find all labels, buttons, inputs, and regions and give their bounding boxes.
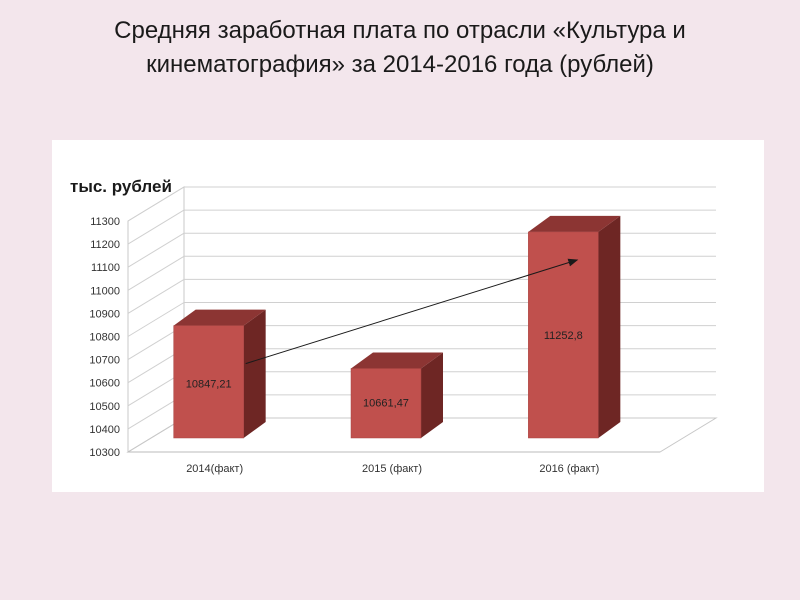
data-label: 10661,47 xyxy=(363,398,409,410)
chart-panel: тыс. рублей 10300 10400 10500 10600 10700 108… xyxy=(52,140,764,492)
x-tick-label: 2015 (факт) xyxy=(362,463,422,475)
bar-side xyxy=(598,215,621,438)
bar-chart: тыс. рублей 10300 10400 10500 10600 10700 108… xyxy=(70,177,718,475)
y-tick-label: 10300 xyxy=(89,447,120,459)
y-tick-label: 10700 xyxy=(89,355,120,367)
slide-title-line-2: кинематография» за 2014-2016 года (рубле… xyxy=(146,51,654,78)
bar-side xyxy=(243,309,266,438)
bar xyxy=(528,231,599,439)
y-unit-label: тыс. рублей xyxy=(70,177,172,196)
gridline-side xyxy=(127,232,185,268)
x-tick-label: 2014(факт) xyxy=(186,463,243,475)
y-tick-label: 10600 xyxy=(89,378,120,390)
y-tick-label: 10500 xyxy=(89,401,120,413)
bar xyxy=(350,368,422,439)
x-tick-label: 2016 (факт) xyxy=(539,463,599,475)
y-tick-label: 11200 xyxy=(90,239,120,251)
slide-title: Средняя заработная плата по отрасли «Кул… xyxy=(0,14,800,82)
bar-top xyxy=(173,309,266,326)
bar-top xyxy=(351,352,443,369)
y-tick-label: 10400 xyxy=(89,424,120,436)
gridline-side xyxy=(127,186,185,222)
y-tick-label: 10900 xyxy=(89,308,120,320)
bar-top xyxy=(528,215,621,232)
gridline-side xyxy=(127,255,185,291)
gridline-side xyxy=(127,278,185,314)
y-tick-label: 10800 xyxy=(89,332,120,344)
y-tick-label: 11300 xyxy=(90,216,120,228)
bar xyxy=(173,325,244,439)
gridline-side xyxy=(127,302,185,337)
data-label: 10847,21 xyxy=(186,378,232,390)
y-tick-label: 11100 xyxy=(91,262,120,274)
gridline-side xyxy=(127,209,185,245)
slide-title-line-1: Средняя заработная плата по отрасли «Кул… xyxy=(114,17,686,44)
y-tick-label: 11000 xyxy=(90,285,120,297)
trend-arrow xyxy=(245,258,579,365)
bar-side xyxy=(421,352,443,438)
data-label: 11252,8 xyxy=(544,330,583,342)
